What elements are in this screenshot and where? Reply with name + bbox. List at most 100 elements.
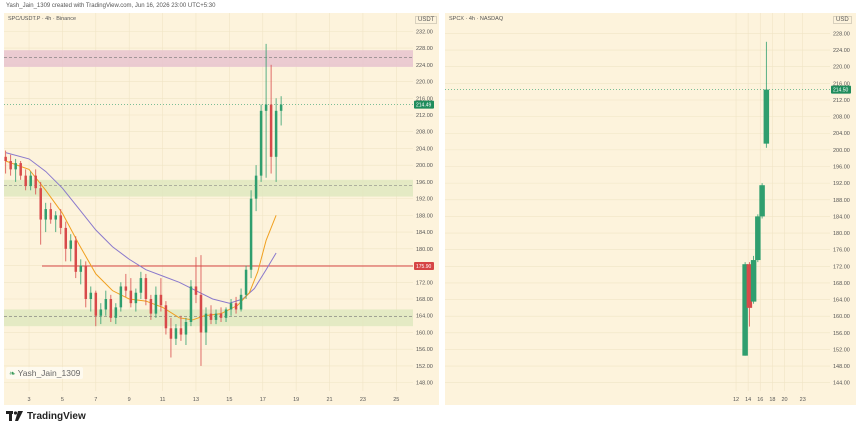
price-tick-label: 204.00 bbox=[833, 131, 850, 137]
candle-body bbox=[54, 215, 58, 220]
candle-body bbox=[169, 328, 173, 339]
last-price-label: 214.50 bbox=[833, 88, 849, 94]
candle-body bbox=[274, 110, 278, 157]
candle-body bbox=[149, 299, 153, 314]
candle-body bbox=[755, 216, 761, 261]
price-tick-label: 200.00 bbox=[416, 163, 433, 169]
level-price-label-bg bbox=[414, 261, 434, 270]
date-tick-label: 18 bbox=[769, 397, 775, 403]
price-tick-label: 148.00 bbox=[833, 364, 850, 370]
price-tick-label: 220.00 bbox=[833, 65, 850, 71]
left-chart-panel[interactable]: 232.00 228.00 224.00 220.00 216.00 212.00 208.… bbox=[4, 13, 439, 405]
leaf-icon: ❧ bbox=[9, 369, 16, 378]
candle-body bbox=[746, 264, 753, 308]
price-tick-label: 156.00 bbox=[416, 347, 433, 353]
date-tick-label: 25 bbox=[393, 397, 399, 403]
candle-body bbox=[194, 286, 198, 295]
price-tick-label: 220.00 bbox=[416, 80, 433, 86]
candle-body bbox=[119, 286, 123, 308]
price-tick-label: 208.00 bbox=[416, 130, 433, 136]
price-tick-label: 224.00 bbox=[416, 63, 433, 69]
right-currency-button[interactable]: USD bbox=[833, 16, 852, 24]
price-zone bbox=[4, 50, 413, 67]
candle-body bbox=[209, 313, 213, 320]
candle-body bbox=[89, 292, 93, 299]
candle-body bbox=[4, 156, 7, 161]
candle-body bbox=[134, 292, 138, 304]
date-tick-label: 3 bbox=[28, 397, 31, 403]
candle-body bbox=[239, 294, 243, 310]
candle-body bbox=[29, 175, 32, 187]
candle-body bbox=[184, 322, 188, 335]
last-price-label-bg bbox=[831, 85, 851, 94]
date-tick-label: 5 bbox=[61, 397, 64, 403]
price-tick-label: 148.00 bbox=[416, 381, 433, 387]
price-tick-label: 224.00 bbox=[833, 48, 850, 54]
price-tick-label: 164.00 bbox=[416, 314, 433, 320]
candle-body bbox=[99, 309, 103, 316]
date-tick-label: 23 bbox=[360, 397, 366, 403]
author-watermark: ❧ Yash_Jain_1309 bbox=[6, 367, 84, 379]
date-tick-label: 9 bbox=[128, 397, 131, 403]
candle-body bbox=[179, 328, 183, 335]
price-tick-label: 204.00 bbox=[416, 146, 433, 152]
date-tick-label: 14 bbox=[745, 397, 751, 403]
candle-body bbox=[204, 313, 208, 333]
price-tick-label: 176.00 bbox=[833, 248, 850, 254]
candle-body bbox=[199, 294, 203, 333]
tradingview-brand[interactable]: TradingView bbox=[6, 409, 86, 423]
candle-body bbox=[759, 185, 765, 217]
candle-body bbox=[139, 278, 143, 293]
candle-body bbox=[229, 303, 233, 310]
right-chart-panel[interactable]: 228.00 224.00 220.00 216.00 212.00 208.00 204.… bbox=[445, 13, 856, 405]
candle-body bbox=[254, 175, 258, 199]
candle-body bbox=[154, 294, 158, 314]
price-tick-label: 156.00 bbox=[833, 331, 850, 337]
price-tick-label: 212.00 bbox=[416, 113, 433, 119]
price-tick-label: 196.00 bbox=[416, 180, 433, 186]
candle-body bbox=[19, 163, 22, 176]
candle-body bbox=[74, 240, 78, 272]
date-tick-label: 7 bbox=[94, 397, 97, 403]
price-tick-label: 196.00 bbox=[833, 165, 850, 171]
candle-body bbox=[14, 163, 17, 170]
candle-body bbox=[219, 313, 223, 318]
tradingview-logo-icon bbox=[6, 411, 23, 421]
date-tick-label: 23 bbox=[800, 397, 806, 403]
candle-body bbox=[269, 104, 273, 157]
price-tick-label: 216.00 bbox=[833, 81, 850, 87]
price-tick-label: 208.00 bbox=[833, 115, 850, 121]
price-tick-label: 160.00 bbox=[416, 330, 433, 336]
price-tick-label: 200.00 bbox=[833, 148, 850, 154]
price-tick-label: 184.00 bbox=[833, 214, 850, 220]
candle-body bbox=[9, 161, 12, 170]
date-tick-label: 15 bbox=[226, 397, 232, 403]
brand-name: TradingView bbox=[27, 410, 86, 422]
candle-body bbox=[189, 286, 193, 322]
date-tick-label: 13 bbox=[193, 397, 199, 403]
price-tick-label: 184.00 bbox=[416, 230, 433, 236]
price-tick-label: 212.00 bbox=[833, 98, 850, 104]
candle-body bbox=[94, 292, 98, 316]
price-tick-label: 172.00 bbox=[416, 280, 433, 286]
left-chart-svg[interactable]: 232.00 228.00 224.00 220.00 216.00 212.00 208.… bbox=[4, 13, 439, 405]
level-price-label: 175.90 bbox=[416, 264, 432, 270]
price-zone bbox=[4, 309, 413, 327]
candle-body bbox=[174, 328, 178, 339]
candle-body bbox=[104, 299, 108, 310]
price-zone bbox=[4, 179, 413, 197]
right-chart-svg[interactable]: 228.00 224.00 220.00 216.00 212.00 208.00 204.… bbox=[445, 13, 856, 405]
date-tick-label: 19 bbox=[293, 397, 299, 403]
chart-attribution: Yash_Jain_1309 created with TradingView.… bbox=[6, 3, 216, 9]
panel-divider[interactable] bbox=[441, 13, 443, 405]
price-tick-label: 144.00 bbox=[833, 381, 850, 387]
left-currency-button[interactable]: USDT bbox=[415, 16, 438, 24]
candle-body bbox=[279, 104, 283, 111]
candle-body bbox=[264, 104, 268, 111]
candle-body bbox=[249, 198, 253, 270]
candle-body bbox=[144, 278, 148, 299]
candle-body bbox=[234, 303, 238, 310]
candle-body bbox=[39, 188, 42, 220]
price-tick-label: 180.00 bbox=[833, 231, 850, 237]
last-price-label: 214.49 bbox=[416, 103, 432, 109]
